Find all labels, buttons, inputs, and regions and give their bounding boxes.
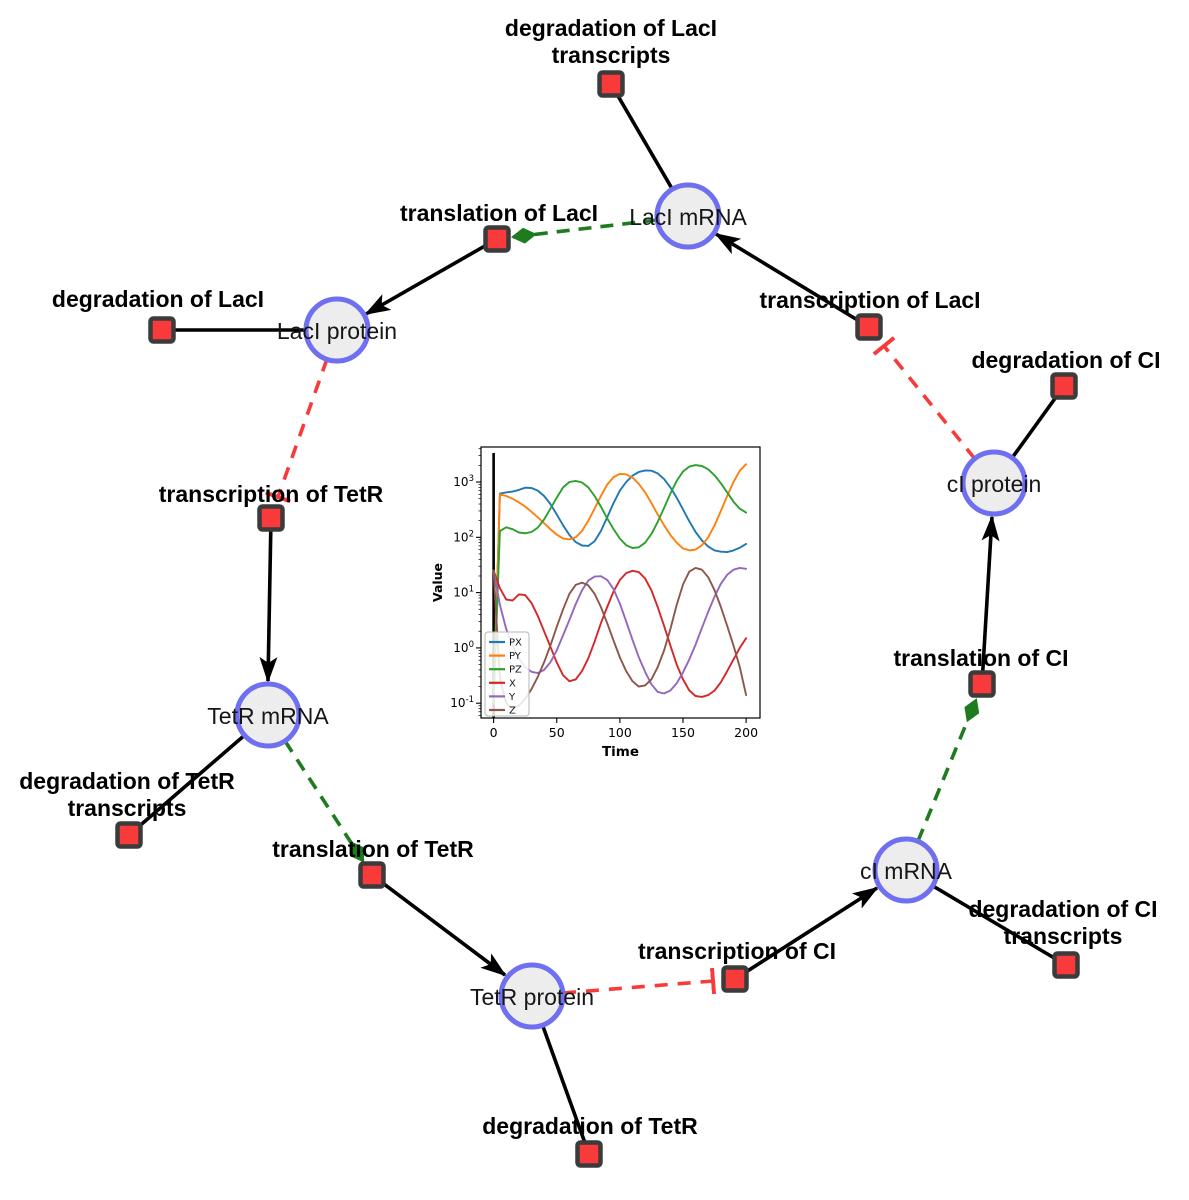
species-label-lacl-mrna: LacI mRNA — [629, 204, 747, 230]
reaction-node-translation-lacl[interactable] — [483, 225, 511, 253]
legend-label-Z: Z — [509, 706, 516, 717]
reaction-label-deg-tetr-transcripts-2: transcripts — [68, 795, 187, 821]
legend-label-PY: PY — [509, 651, 522, 662]
reaction-label-deg-tetr-transcripts-1: degradation of TetR — [19, 768, 235, 794]
reaction-node-transcription-tetr[interactable] — [257, 504, 285, 532]
reaction-node-deg-tetr-transcripts[interactable] — [115, 821, 143, 849]
reaction-label-deg-tetr: degradation of TetR — [482, 1113, 698, 1139]
series-line-X — [492, 569, 748, 698]
series-line-PZ — [492, 464, 748, 705]
edge-translation-lacl-to-lacl-protein — [364, 237, 498, 316]
reaction-label-deg-lacl: degradation of LacI — [52, 286, 264, 312]
legend-label-PX: PX — [509, 638, 522, 649]
reaction-node-translation-ci[interactable] — [968, 670, 996, 698]
species-node-lacl-mrna[interactable] — [654, 182, 722, 250]
x-tick-label: 200 — [734, 725, 758, 740]
reaction-label-transcription-ci: transcription of CI — [638, 938, 836, 964]
x-tick-label: 100 — [608, 725, 632, 740]
species-label-tetr-mrna: TetR mRNA — [207, 703, 329, 729]
reaction-node-translation-tetr[interactable] — [358, 861, 386, 889]
reaction-node-deg-tetr[interactable] — [575, 1140, 603, 1168]
series-line-Z — [492, 566, 748, 710]
reaction-node-deg-ci-transcripts[interactable] — [1052, 951, 1080, 979]
chart-ylabel: Value — [430, 563, 445, 602]
y-tick-label: 103 — [453, 474, 474, 489]
legend-label-X: X — [509, 678, 516, 689]
species-nodes — [234, 182, 1028, 1030]
y-tick-label: 100 — [453, 640, 474, 655]
reaction-label-deg-ci: degradation of CI — [971, 347, 1160, 373]
series-line-PY — [492, 463, 748, 705]
chart-xlabel: Time — [602, 744, 639, 760]
edge-translation-ci-to-ci-protein — [980, 515, 1000, 685]
reaction-nodes — [115, 70, 1080, 1168]
reaction-label-translation-ci: translation of CI — [893, 645, 1068, 671]
labels: LacI mRNA LacI protein TetR mRNA TetR pr… — [19, 15, 1160, 1139]
edge-translation-tetr-to-tetr-protein — [370, 873, 507, 977]
time-course-inset: 10-1 100 101 102 103 0 50 100 150 200 Time Value PX P… — [428, 436, 776, 762]
reaction-label-transcription-tetr: transcription of TetR — [159, 481, 384, 507]
reaction-label-deg-ci-transcripts-2: transcripts — [1004, 923, 1123, 949]
species-node-tetr-protein[interactable] — [498, 962, 566, 1030]
reaction-label-translation-lacl: translation of LacI — [400, 200, 598, 226]
species-label-tetr-protein: TetR protein — [470, 984, 594, 1010]
species-label-ci-mrna: cI mRNA — [860, 858, 953, 884]
reaction-label-transcription-lacl: transcription of LacI — [759, 287, 980, 313]
legend-label-Y: Y — [508, 692, 516, 703]
species-label-lacl-protein: LacI protein — [277, 318, 397, 344]
x-tick-label: 150 — [671, 725, 695, 740]
species-node-tetr-mrna[interactable] — [234, 681, 302, 749]
reaction-node-deg-lacl[interactable] — [148, 316, 176, 344]
reaction-label-deg-lacl-transcripts-1: degradation of LacI — [505, 15, 717, 41]
reaction-label-translation-tetr: translation of TetR — [272, 836, 474, 862]
reaction-label-deg-lacl-transcripts-2: transcripts — [552, 42, 671, 68]
species-node-ci-mrna[interactable] — [872, 836, 940, 904]
edge-ci-protein-inhibits-transcription-lacl — [872, 336, 977, 461]
edge-tetr-mrna-activates-translation-tetr — [283, 740, 365, 863]
series-line-Y — [492, 566, 748, 695]
chart-frame — [480, 446, 761, 719]
edge-lacl-protein-inhibits-transcription-tetr — [265, 358, 329, 504]
time-course-chart: 10-1 100 101 102 103 0 50 100 150 200 Time Value PX P… — [430, 446, 761, 760]
reaction-node-deg-lacl-transcripts[interactable] — [597, 70, 625, 98]
x-tick-label: 0 — [490, 725, 498, 740]
species-node-lacl-protein[interactable] — [303, 296, 371, 364]
y-tick-label: 101 — [453, 585, 474, 600]
reaction-node-transcription-lacl[interactable] — [855, 313, 883, 341]
edge-transcription-ci-to-ci-mrna — [734, 886, 879, 981]
edge-transcription-tetr-to-tetr-mrna — [259, 517, 278, 683]
reaction-node-transcription-ci[interactable] — [721, 965, 749, 993]
edge-ci-mrna-activates-translation-ci — [916, 698, 980, 842]
legend-label-PZ: PZ — [509, 665, 522, 676]
edge-tetr-protein-inhibits-transcription-ci — [562, 967, 717, 995]
reaction-node-deg-ci[interactable] — [1050, 372, 1078, 400]
y-tick-label: 102 — [453, 529, 474, 544]
edge-transcription-lacl-to-lacl-mrna — [714, 232, 870, 329]
y-tick-label: 10-1 — [450, 695, 474, 710]
x-tick-label: 50 — [549, 725, 565, 740]
reaction-label-deg-ci-transcripts-1: degradation of CI — [968, 896, 1157, 922]
chart-legend — [484, 631, 530, 717]
species-node-ci-protein[interactable] — [960, 449, 1028, 517]
edge-lacl-mrna-activates-translation-lacl — [511, 218, 658, 244]
species-label-ci-protein: cI protein — [947, 471, 1042, 497]
